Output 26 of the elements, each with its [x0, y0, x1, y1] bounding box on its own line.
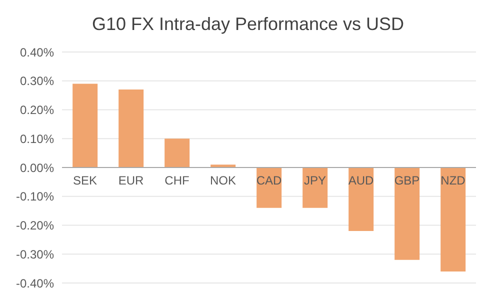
- x-tick-label: CHF: [164, 174, 190, 188]
- x-tick-label: CAD: [256, 174, 282, 188]
- y-tick-label: -0.30%: [16, 247, 54, 262]
- y-tick-label: 0.20%: [20, 103, 54, 118]
- x-tick-label: AUD: [348, 174, 374, 188]
- bar: [302, 168, 328, 208]
- bar: [394, 168, 420, 260]
- x-tick-label: NOK: [210, 174, 236, 188]
- y-tick-label: -0.20%: [16, 218, 54, 233]
- x-tick-label: NZD: [440, 174, 466, 188]
- y-tick-label: 0.00%: [20, 160, 54, 175]
- x-tick-label: EUR: [118, 174, 144, 188]
- y-tick-label: 0.30%: [20, 74, 54, 88]
- bar: [164, 138, 190, 168]
- y-tick-label: 0.40%: [20, 45, 54, 60]
- chart-title: G10 FX Intra-day Performance vs USD: [90, 14, 406, 34]
- bar: [72, 84, 98, 168]
- bar: [348, 168, 374, 232]
- x-tick-label: JPY: [304, 174, 326, 188]
- bar: [440, 168, 466, 272]
- y-tick-label: -0.40%: [16, 276, 54, 290]
- x-tick-label: GBP: [394, 174, 420, 188]
- y-tick-label: -0.10%: [16, 190, 54, 204]
- bar: [118, 90, 144, 168]
- x-tick-label: SEK: [72, 174, 98, 188]
- y-tick-label: 0.10%: [20, 132, 54, 146]
